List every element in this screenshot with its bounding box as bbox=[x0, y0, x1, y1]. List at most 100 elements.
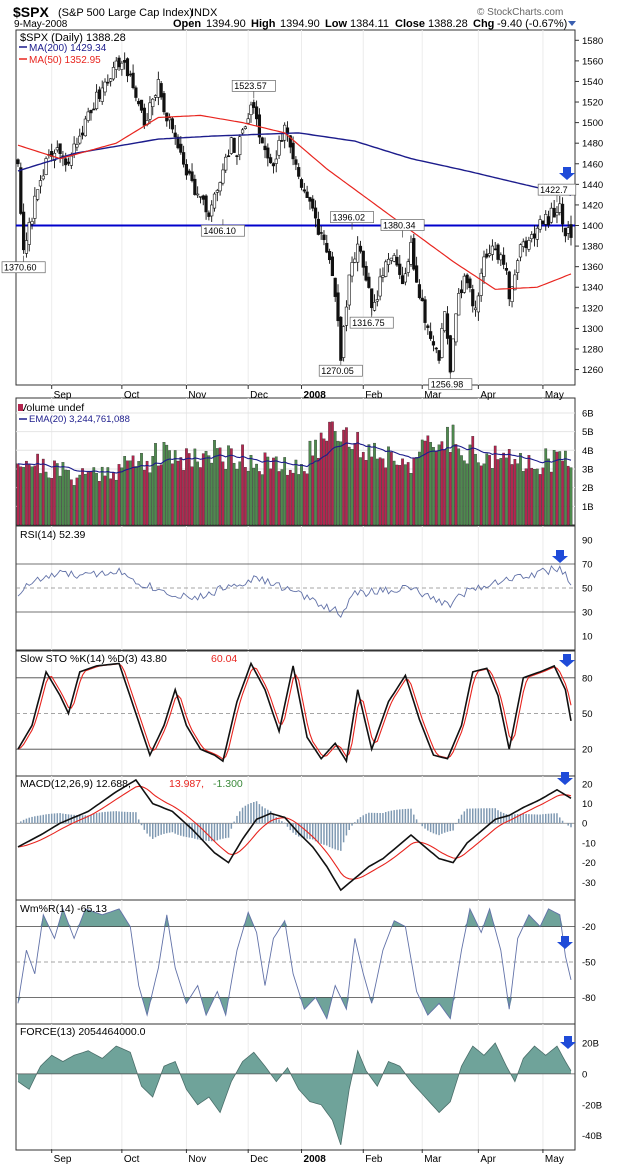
candle-body bbox=[490, 245, 495, 255]
candle-body bbox=[207, 212, 211, 217]
volume-bar bbox=[415, 457, 418, 526]
volume-bar bbox=[465, 463, 469, 526]
candle-body bbox=[347, 274, 351, 306]
exchange: INDX bbox=[191, 7, 218, 19]
candle-body bbox=[516, 260, 520, 273]
open-value: 1394.90 bbox=[206, 18, 246, 30]
force-panel-frame bbox=[15, 1023, 576, 1151]
volume-bar bbox=[241, 444, 244, 526]
annotation-label: 1256.98 bbox=[431, 379, 464, 389]
volume-bar bbox=[288, 469, 292, 526]
candle-body bbox=[78, 135, 82, 144]
price-ytick-label: 1480 bbox=[582, 139, 603, 150]
candle-body bbox=[252, 102, 256, 108]
candle-body bbox=[151, 98, 155, 107]
volume-bar bbox=[454, 444, 458, 526]
volume-bar bbox=[558, 451, 562, 526]
volume-bar bbox=[328, 421, 331, 526]
volume-bar bbox=[541, 467, 545, 526]
volume-title: Volume undef bbox=[20, 402, 84, 414]
volume-bar bbox=[182, 470, 185, 526]
candle-body bbox=[97, 89, 102, 99]
candle-body bbox=[266, 147, 270, 159]
volume-bar bbox=[412, 457, 416, 526]
candle-body bbox=[38, 180, 43, 187]
volume-bar bbox=[36, 453, 39, 526]
volume-bar bbox=[350, 449, 354, 526]
volume-bar bbox=[314, 439, 317, 526]
candle-body bbox=[485, 253, 489, 258]
volume-bar bbox=[58, 475, 62, 526]
volume-bar bbox=[317, 457, 320, 526]
volume-bar bbox=[294, 459, 298, 526]
volume-bar bbox=[215, 448, 219, 526]
rsi-panel-frame bbox=[15, 525, 576, 651]
candle-body bbox=[221, 169, 225, 184]
candle-body bbox=[75, 144, 79, 148]
willr-signal-arrow-icon bbox=[557, 936, 573, 949]
candle-body bbox=[83, 118, 87, 137]
candle-body bbox=[92, 108, 96, 111]
volume-bar bbox=[488, 455, 491, 526]
sto-ytick-label: 80 bbox=[582, 673, 593, 684]
candle-body bbox=[33, 195, 37, 219]
candle-body bbox=[153, 95, 158, 98]
open-label: Open bbox=[173, 18, 201, 30]
x-tick-label: Apr bbox=[480, 390, 496, 401]
volume-bar bbox=[474, 453, 477, 526]
candle-body bbox=[187, 170, 191, 174]
willr-title: Wm%R(14) -65.13 bbox=[20, 903, 107, 915]
candle-body bbox=[510, 286, 514, 302]
annotation-box-3 bbox=[330, 211, 374, 223]
candle-body bbox=[212, 193, 217, 209]
volume-bar bbox=[485, 453, 489, 526]
volume-bar bbox=[398, 465, 402, 526]
candle-body bbox=[330, 256, 334, 277]
volume-bar bbox=[69, 479, 73, 526]
volume-bar bbox=[185, 448, 188, 526]
volume-bar bbox=[75, 477, 79, 526]
x-tick-label: Oct bbox=[124, 1154, 140, 1165]
volume-bar bbox=[148, 472, 152, 526]
candle-body bbox=[294, 159, 298, 165]
volume-bar bbox=[491, 468, 494, 526]
volume-bar bbox=[39, 473, 42, 526]
annotation-label: 1380.34 bbox=[383, 220, 416, 230]
price-ytick-label: 1260 bbox=[582, 365, 603, 376]
volume-bar bbox=[533, 469, 536, 526]
candle-body bbox=[148, 102, 152, 120]
force-line bbox=[17, 1042, 572, 1146]
volume-bar bbox=[72, 485, 76, 526]
willr-oversold-fill bbox=[18, 997, 571, 1019]
volume-bar bbox=[418, 451, 421, 526]
volume-ytick-label: 2B bbox=[582, 483, 594, 494]
willr-ytick-label: -20 bbox=[582, 922, 596, 933]
candle-body bbox=[238, 136, 242, 156]
candle-body bbox=[156, 79, 160, 98]
candle-body bbox=[358, 245, 363, 252]
dropdown-triangle-icon[interactable] bbox=[568, 21, 576, 26]
annotation-box-0 bbox=[1, 261, 46, 274]
volume-bar bbox=[516, 463, 520, 526]
volume-bar bbox=[154, 443, 157, 526]
close-value: 1388.28 bbox=[428, 18, 468, 30]
symbol: $SPX bbox=[13, 4, 49, 20]
volume-bar bbox=[249, 454, 253, 526]
volume-bar bbox=[272, 457, 275, 526]
candle-body bbox=[173, 132, 177, 138]
candle-body bbox=[80, 132, 85, 136]
volume-bar bbox=[404, 464, 407, 526]
candle-body bbox=[204, 195, 208, 213]
volume-bar bbox=[98, 481, 101, 526]
volume-bar bbox=[224, 469, 228, 526]
volume-ytick-label: 6B bbox=[582, 408, 594, 419]
candle-body bbox=[142, 107, 146, 126]
candle-body bbox=[482, 256, 486, 277]
x-tick-label: Dec bbox=[250, 1154, 268, 1165]
volume-bar bbox=[232, 462, 236, 526]
x-tick-label: Nov bbox=[188, 390, 206, 401]
candle-body bbox=[459, 289, 464, 294]
candle-body bbox=[24, 240, 29, 254]
candle-body bbox=[128, 73, 132, 76]
annotation-label: 1270.05 bbox=[321, 366, 354, 376]
